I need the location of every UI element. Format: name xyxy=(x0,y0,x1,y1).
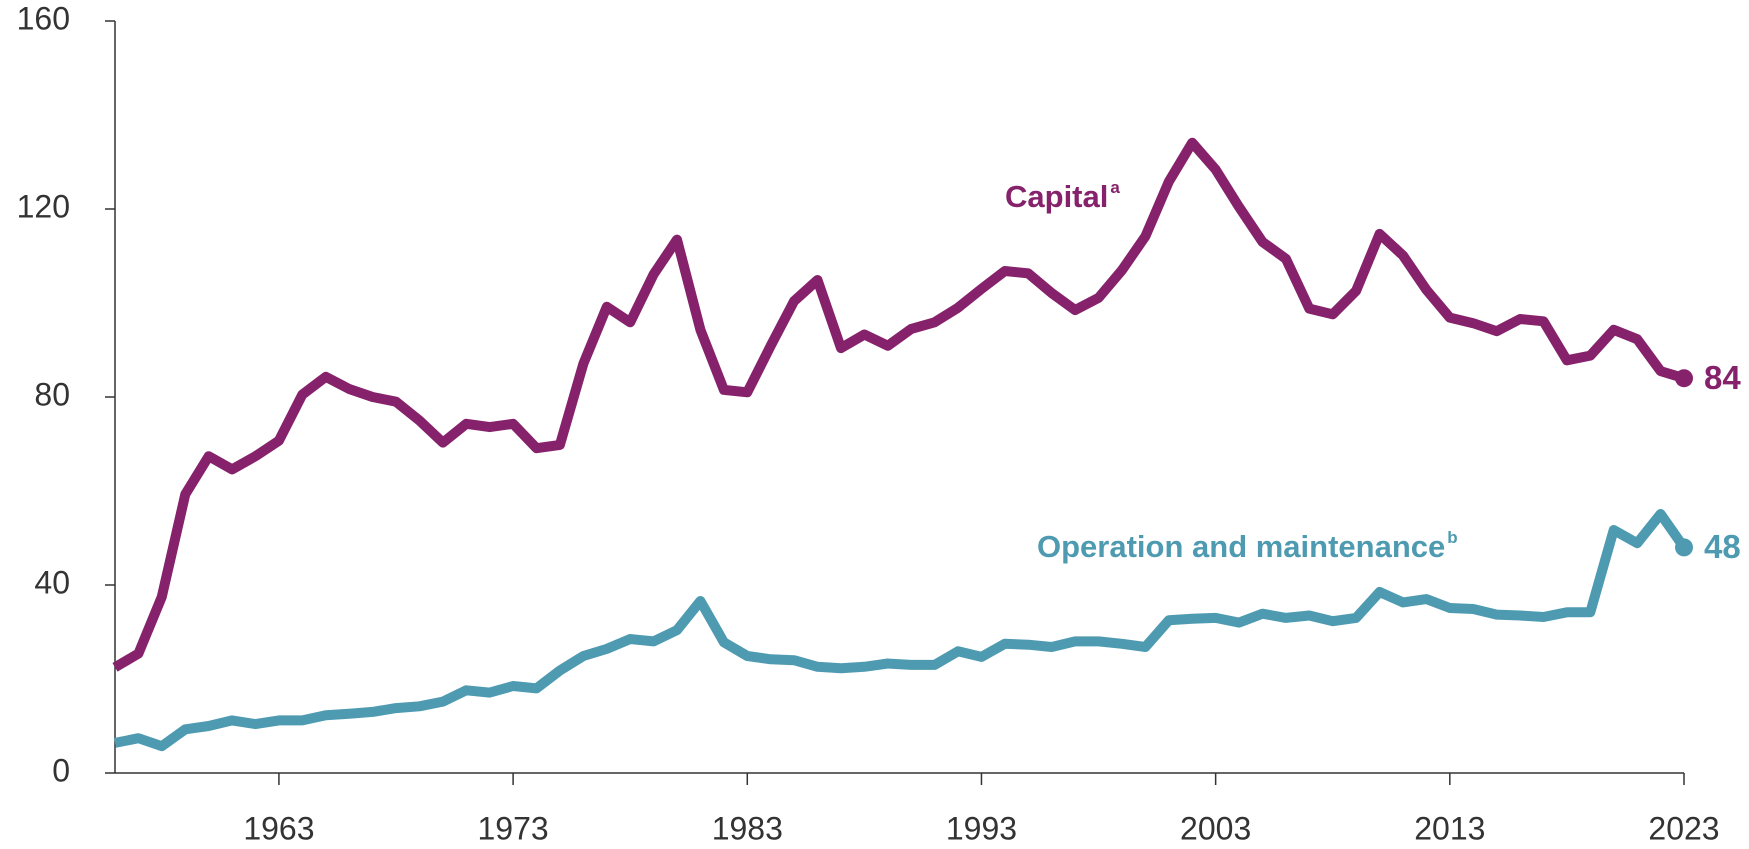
end-point xyxy=(1675,369,1693,388)
x-tick-label: 2023 xyxy=(1648,810,1719,846)
y-tick-label: 40 xyxy=(34,564,70,600)
y-tick-label: 120 xyxy=(17,188,70,224)
note-marker: a xyxy=(1110,178,1120,197)
series-name: Capital xyxy=(1005,179,1108,214)
series-name: Operation and maintenance xyxy=(1037,529,1445,564)
x-tick-label: 1983 xyxy=(712,810,783,846)
y-tick-label: 80 xyxy=(34,376,70,412)
end-point xyxy=(1675,538,1693,557)
series-label: Capital a xyxy=(1005,178,1120,214)
x-tick-label: 2013 xyxy=(1414,810,1485,846)
x-tick-label: 1963 xyxy=(243,810,314,846)
x-tick-label: 1973 xyxy=(478,810,549,846)
y-tick-label: 0 xyxy=(52,752,70,788)
x-tick-label: 2003 xyxy=(1180,810,1251,846)
note-marker: b xyxy=(1447,528,1457,547)
series-line xyxy=(114,509,1689,752)
x-tick-label: 1993 xyxy=(946,810,1017,846)
end-label: 84 xyxy=(1704,359,1741,396)
series-label: Operation and maintenance b xyxy=(1037,528,1458,564)
end-label: 48 xyxy=(1704,528,1741,565)
y-tick-label: 160 xyxy=(17,0,70,36)
series-line xyxy=(112,137,1686,672)
